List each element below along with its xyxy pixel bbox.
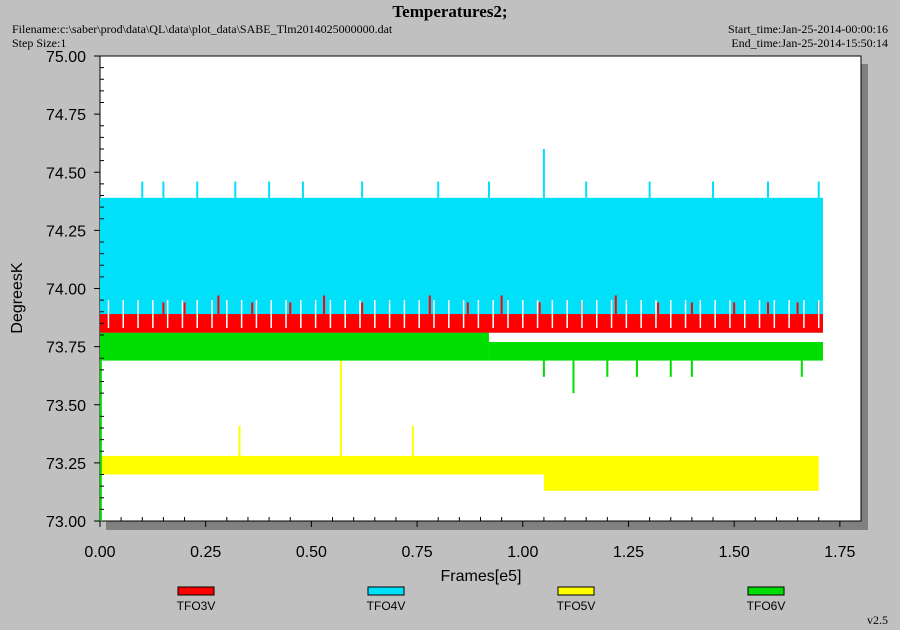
y-tick-label: 74.75	[46, 107, 86, 124]
series-tfo5v-segment	[543, 455, 819, 491]
chart-title: Temperatures2;	[392, 2, 508, 21]
y-tick-label: 73.50	[46, 398, 86, 415]
start-time-label: Start_time:Jan-25-2014-00:00:16	[728, 22, 888, 36]
series-tfo6v-segment	[100, 330, 489, 361]
x-tick-label: 0.75	[402, 544, 433, 561]
x-axis-label: Frames[e5]	[441, 568, 522, 585]
step-size-label: Step Size:1	[12, 36, 67, 50]
legend-swatch-tfo5v	[557, 586, 595, 596]
legend-label-tfo6v: TFO6V	[747, 599, 786, 613]
x-tick-label: 1.00	[507, 544, 538, 561]
x-tick-label: 0.00	[84, 544, 115, 561]
y-tick-label: 73.00	[46, 514, 86, 531]
series-tfo4v-band	[100, 197, 823, 333]
series-tfo5v-segment	[100, 455, 544, 475]
series-layer	[99, 149, 823, 521]
axis-layer: 73.00 73.25 73.50 73.75 74.00 74.25 74.50 74.75…	[46, 49, 856, 561]
legend-label-tfo3v: TFO3V	[177, 599, 216, 613]
legend-swatch-tfo4v	[367, 586, 405, 596]
x-tick-label: 1.75	[824, 544, 855, 561]
legend-label-tfo4v: TFO4V	[367, 599, 406, 613]
y-tick-label: 75.00	[46, 49, 86, 66]
series-tfo3v-band	[100, 314, 823, 333]
legend: TFO3V TFO4V TFO5V TFO6V	[177, 586, 786, 613]
y-tick-label: 73.25	[46, 456, 86, 473]
legend-swatch-tfo3v	[177, 586, 215, 596]
legend-label-tfo5v: TFO5V	[557, 599, 596, 613]
end-time-label: End_time:Jan-25-2014-15:50:14	[731, 36, 888, 50]
x-tick-label: 1.25	[613, 544, 644, 561]
filename-label: Filename:c:\saber\prod\data\QL\data\plot…	[12, 22, 393, 36]
legend-swatch-tfo6v	[747, 586, 785, 596]
series-tfo6v-segment	[488, 341, 823, 361]
y-tick-label: 74.00	[46, 282, 86, 299]
x-tick-label: 1.50	[719, 544, 750, 561]
version-label: v2.5	[867, 613, 888, 627]
y-tick-label: 73.75	[46, 340, 86, 357]
y-tick-label: 74.50	[46, 165, 86, 182]
x-tick-label: 0.50	[296, 544, 327, 561]
y-tick-label: 74.25	[46, 223, 86, 240]
x-tick-label: 0.25	[190, 544, 221, 561]
y-axis-label: DegreesK	[9, 262, 26, 333]
